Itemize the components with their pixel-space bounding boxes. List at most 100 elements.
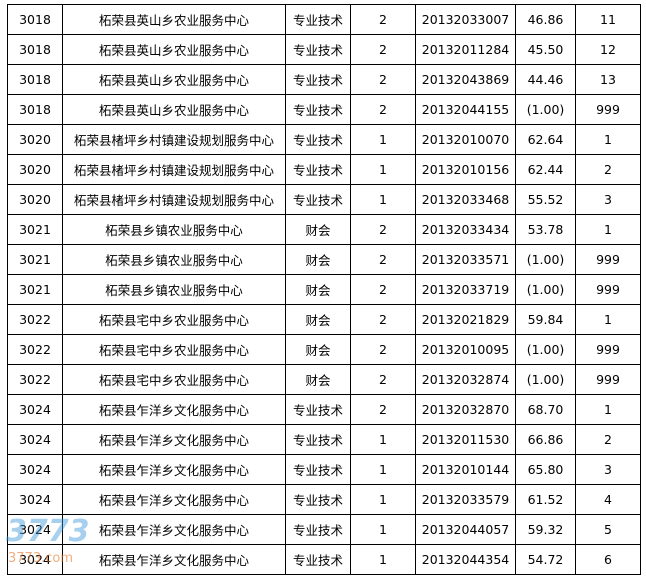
code-cell: 3022 — [7, 334, 63, 365]
quota-cell: 1 — [350, 544, 416, 575]
unit-name-cell: 柘荣县乍洋乡文化服务中心 — [62, 484, 286, 515]
table-row: 3024 柘荣县乍洋乡文化服务中心 专业技术 1 20132010144 65.80 3 — [7, 454, 641, 485]
rank-cell: 1 — [575, 124, 641, 155]
quota-cell: 2 — [350, 394, 416, 425]
code-cell: 3021 — [7, 244, 63, 275]
exam-number-cell: 20132044354 — [415, 544, 516, 575]
quota-cell: 1 — [350, 424, 416, 455]
score-cell: 55.52 — [515, 184, 576, 215]
code-cell: 3024 — [7, 544, 63, 575]
quota-cell: 1 — [350, 454, 416, 485]
score-cell: 66.86 — [515, 424, 576, 455]
rank-cell: 1 — [575, 394, 641, 425]
rank-cell: 2 — [575, 424, 641, 455]
rank-cell: 2 — [575, 154, 641, 185]
unit-name-cell: 柘荣县宅中乡农业服务中心 — [62, 334, 286, 365]
code-cell: 3018 — [7, 64, 63, 95]
position-type-cell: 专业技术 — [285, 394, 351, 425]
exam-number-cell: 20132010156 — [415, 154, 516, 185]
unit-name-cell: 柘荣县乡镇农业服务中心 — [62, 274, 286, 305]
unit-name-cell: 柘荣县乍洋乡文化服务中心 — [62, 544, 286, 575]
score-cell: 45.50 — [515, 34, 576, 65]
code-cell: 3018 — [7, 94, 63, 125]
quota-cell: 1 — [350, 154, 416, 185]
code-cell: 3018 — [7, 34, 63, 65]
table-row: 3020 柘荣县楮坪乡村镇建设规划服务中心 专业技术 1 20132033468 55.5… — [7, 184, 641, 215]
quota-cell: 1 — [350, 184, 416, 215]
table-row: 3021 柘荣县乡镇农业服务中心 财会 2 20132033434 53.78 1 — [7, 214, 641, 245]
code-cell: 3024 — [7, 514, 63, 545]
exam-number-cell: 20132044155 — [415, 94, 516, 125]
rank-cell: 999 — [575, 364, 641, 395]
code-cell: 3018 — [7, 4, 63, 35]
table-row: 3018 柘荣县英山乡农业服务中心 专业技术 2 20132044155 (1.00) 99… — [7, 94, 641, 125]
unit-name-cell: 柘荣县楮坪乡村镇建设规划服务中心 — [62, 154, 286, 185]
position-type-cell: 专业技术 — [285, 4, 351, 35]
score-cell: 44.46 — [515, 64, 576, 95]
quota-cell: 2 — [350, 244, 416, 275]
quota-cell: 2 — [350, 364, 416, 395]
position-type-cell: 专业技术 — [285, 64, 351, 95]
position-type-cell: 专业技术 — [285, 184, 351, 215]
table-row: 3022 柘荣县宅中乡农业服务中心 财会 2 20132021829 59.84 1 — [7, 304, 641, 335]
exam-number-cell: 20132032874 — [415, 364, 516, 395]
exam-number-cell: 20132010095 — [415, 334, 516, 365]
rank-cell: 1 — [575, 304, 641, 335]
quota-cell: 2 — [350, 4, 416, 35]
table-row: 3018 柘荣县英山乡农业服务中心 专业技术 2 20132033007 46.86 11 — [7, 4, 641, 35]
code-cell: 3020 — [7, 154, 63, 185]
position-type-cell: 专业技术 — [285, 424, 351, 455]
unit-name-cell: 柘荣县英山乡农业服务中心 — [62, 64, 286, 95]
table-row: 3021 柘荣县乡镇农业服务中心 财会 2 20132033571 (1.00) 999 — [7, 244, 641, 275]
position-type-cell: 专业技术 — [285, 154, 351, 185]
table-row: 3021 柘荣县乡镇农业服务中心 财会 2 20132033719 (1.00) 999 — [7, 274, 641, 305]
score-cell: 62.64 — [515, 124, 576, 155]
exam-number-cell: 20132033579 — [415, 484, 516, 515]
unit-name-cell: 柘荣县英山乡农业服务中心 — [62, 94, 286, 125]
table-row: 3020 柘荣县楮坪乡村镇建设规划服务中心 专业技术 1 20132010070 62.6… — [7, 124, 641, 155]
quota-cell: 2 — [350, 304, 416, 335]
watermark-url: 3773.com — [8, 551, 73, 566]
rank-cell: 999 — [575, 334, 641, 365]
watermark-logo: 3773 — [6, 514, 90, 549]
quota-cell: 2 — [350, 94, 416, 125]
code-cell: 3022 — [7, 364, 63, 395]
score-cell: 46.86 — [515, 4, 576, 35]
unit-name-cell: 柘荣县楮坪乡村镇建设规划服务中心 — [62, 124, 286, 155]
exam-number-cell: 20132021829 — [415, 304, 516, 335]
rank-cell: 12 — [575, 34, 641, 65]
exam-number-cell: 20132011530 — [415, 424, 516, 455]
score-table: 3018 柘荣县英山乡农业服务中心 专业技术 2 20132033007 46.86 11 3… — [7, 4, 641, 575]
position-type-cell: 财会 — [285, 244, 351, 275]
quota-cell: 1 — [350, 124, 416, 155]
code-cell: 3024 — [7, 424, 63, 455]
quota-cell: 1 — [350, 514, 416, 545]
exam-number-cell: 20132044057 — [415, 514, 516, 545]
score-cell: 53.78 — [515, 214, 576, 245]
code-cell: 3024 — [7, 484, 63, 515]
table-row: 3024 柘荣县乍洋乡文化服务中心 专业技术 1 20132044057 59.32 5 — [7, 514, 641, 545]
unit-name-cell: 柘荣县英山乡农业服务中心 — [62, 34, 286, 65]
position-type-cell: 专业技术 — [285, 484, 351, 515]
table-row: 3024 柘荣县乍洋乡文化服务中心 专业技术 1 20132044354 54.72 6 — [7, 544, 641, 575]
exam-number-cell: 20132033719 — [415, 274, 516, 305]
unit-name-cell: 柘荣县乍洋乡文化服务中心 — [62, 514, 286, 545]
code-cell: 3022 — [7, 304, 63, 335]
position-type-cell: 专业技术 — [285, 544, 351, 575]
exam-number-cell: 20132043869 — [415, 64, 516, 95]
rank-cell: 6 — [575, 544, 641, 575]
rank-cell: 999 — [575, 244, 641, 275]
code-cell: 3024 — [7, 394, 63, 425]
unit-name-cell: 柘荣县乡镇农业服务中心 — [62, 244, 286, 275]
table-row: 3024 柘荣县乍洋乡文化服务中心 专业技术 1 20132033579 61.52 4 — [7, 484, 641, 515]
rank-cell: 3 — [575, 454, 641, 485]
quota-cell: 2 — [350, 334, 416, 365]
code-cell: 3024 — [7, 454, 63, 485]
quota-cell: 2 — [350, 214, 416, 245]
score-cell: 59.84 — [515, 304, 576, 335]
position-type-cell: 专业技术 — [285, 124, 351, 155]
code-cell: 3021 — [7, 274, 63, 305]
rank-cell: 1 — [575, 214, 641, 245]
rank-cell: 5 — [575, 514, 641, 545]
